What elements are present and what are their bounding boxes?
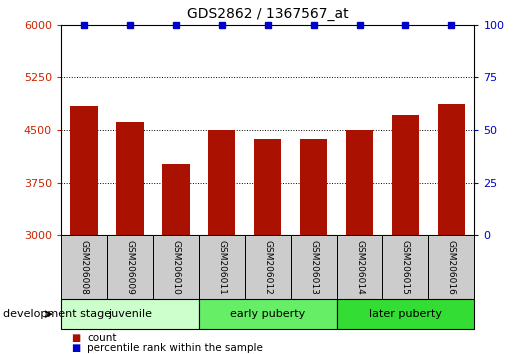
Bar: [153, 235, 199, 299]
Bar: [245, 235, 290, 299]
Text: GSM206016: GSM206016: [447, 240, 456, 295]
Text: juvenile: juvenile: [108, 309, 152, 319]
Bar: [428, 235, 474, 299]
Text: development stage: development stage: [3, 309, 111, 319]
Text: GSM206012: GSM206012: [263, 240, 272, 295]
Text: ■: ■: [72, 333, 81, 343]
Bar: [116, 122, 144, 235]
Text: count: count: [87, 333, 117, 343]
Text: later puberty: later puberty: [369, 309, 442, 319]
Bar: [199, 299, 337, 329]
Text: GSM206008: GSM206008: [80, 240, 89, 295]
Text: early puberty: early puberty: [230, 309, 305, 319]
Text: GSM206010: GSM206010: [171, 240, 180, 295]
Bar: [438, 104, 465, 235]
Bar: [290, 235, 337, 299]
Bar: [199, 235, 245, 299]
Bar: [208, 130, 235, 235]
Text: ■: ■: [72, 343, 81, 353]
Text: GSM206013: GSM206013: [309, 240, 318, 295]
Text: GSM206009: GSM206009: [126, 240, 134, 295]
Bar: [300, 139, 328, 235]
Text: GSM206011: GSM206011: [217, 240, 226, 295]
Bar: [337, 235, 383, 299]
Title: GDS2862 / 1367567_at: GDS2862 / 1367567_at: [187, 7, 348, 21]
Bar: [107, 235, 153, 299]
Text: GSM206015: GSM206015: [401, 240, 410, 295]
Bar: [346, 130, 373, 235]
Text: percentile rank within the sample: percentile rank within the sample: [87, 343, 263, 353]
Bar: [254, 139, 281, 235]
Bar: [337, 299, 474, 329]
Bar: [70, 105, 98, 235]
Text: GSM206014: GSM206014: [355, 240, 364, 295]
Bar: [162, 164, 190, 235]
Bar: [61, 299, 199, 329]
Bar: [392, 115, 419, 235]
Bar: [61, 235, 107, 299]
Bar: [383, 235, 428, 299]
